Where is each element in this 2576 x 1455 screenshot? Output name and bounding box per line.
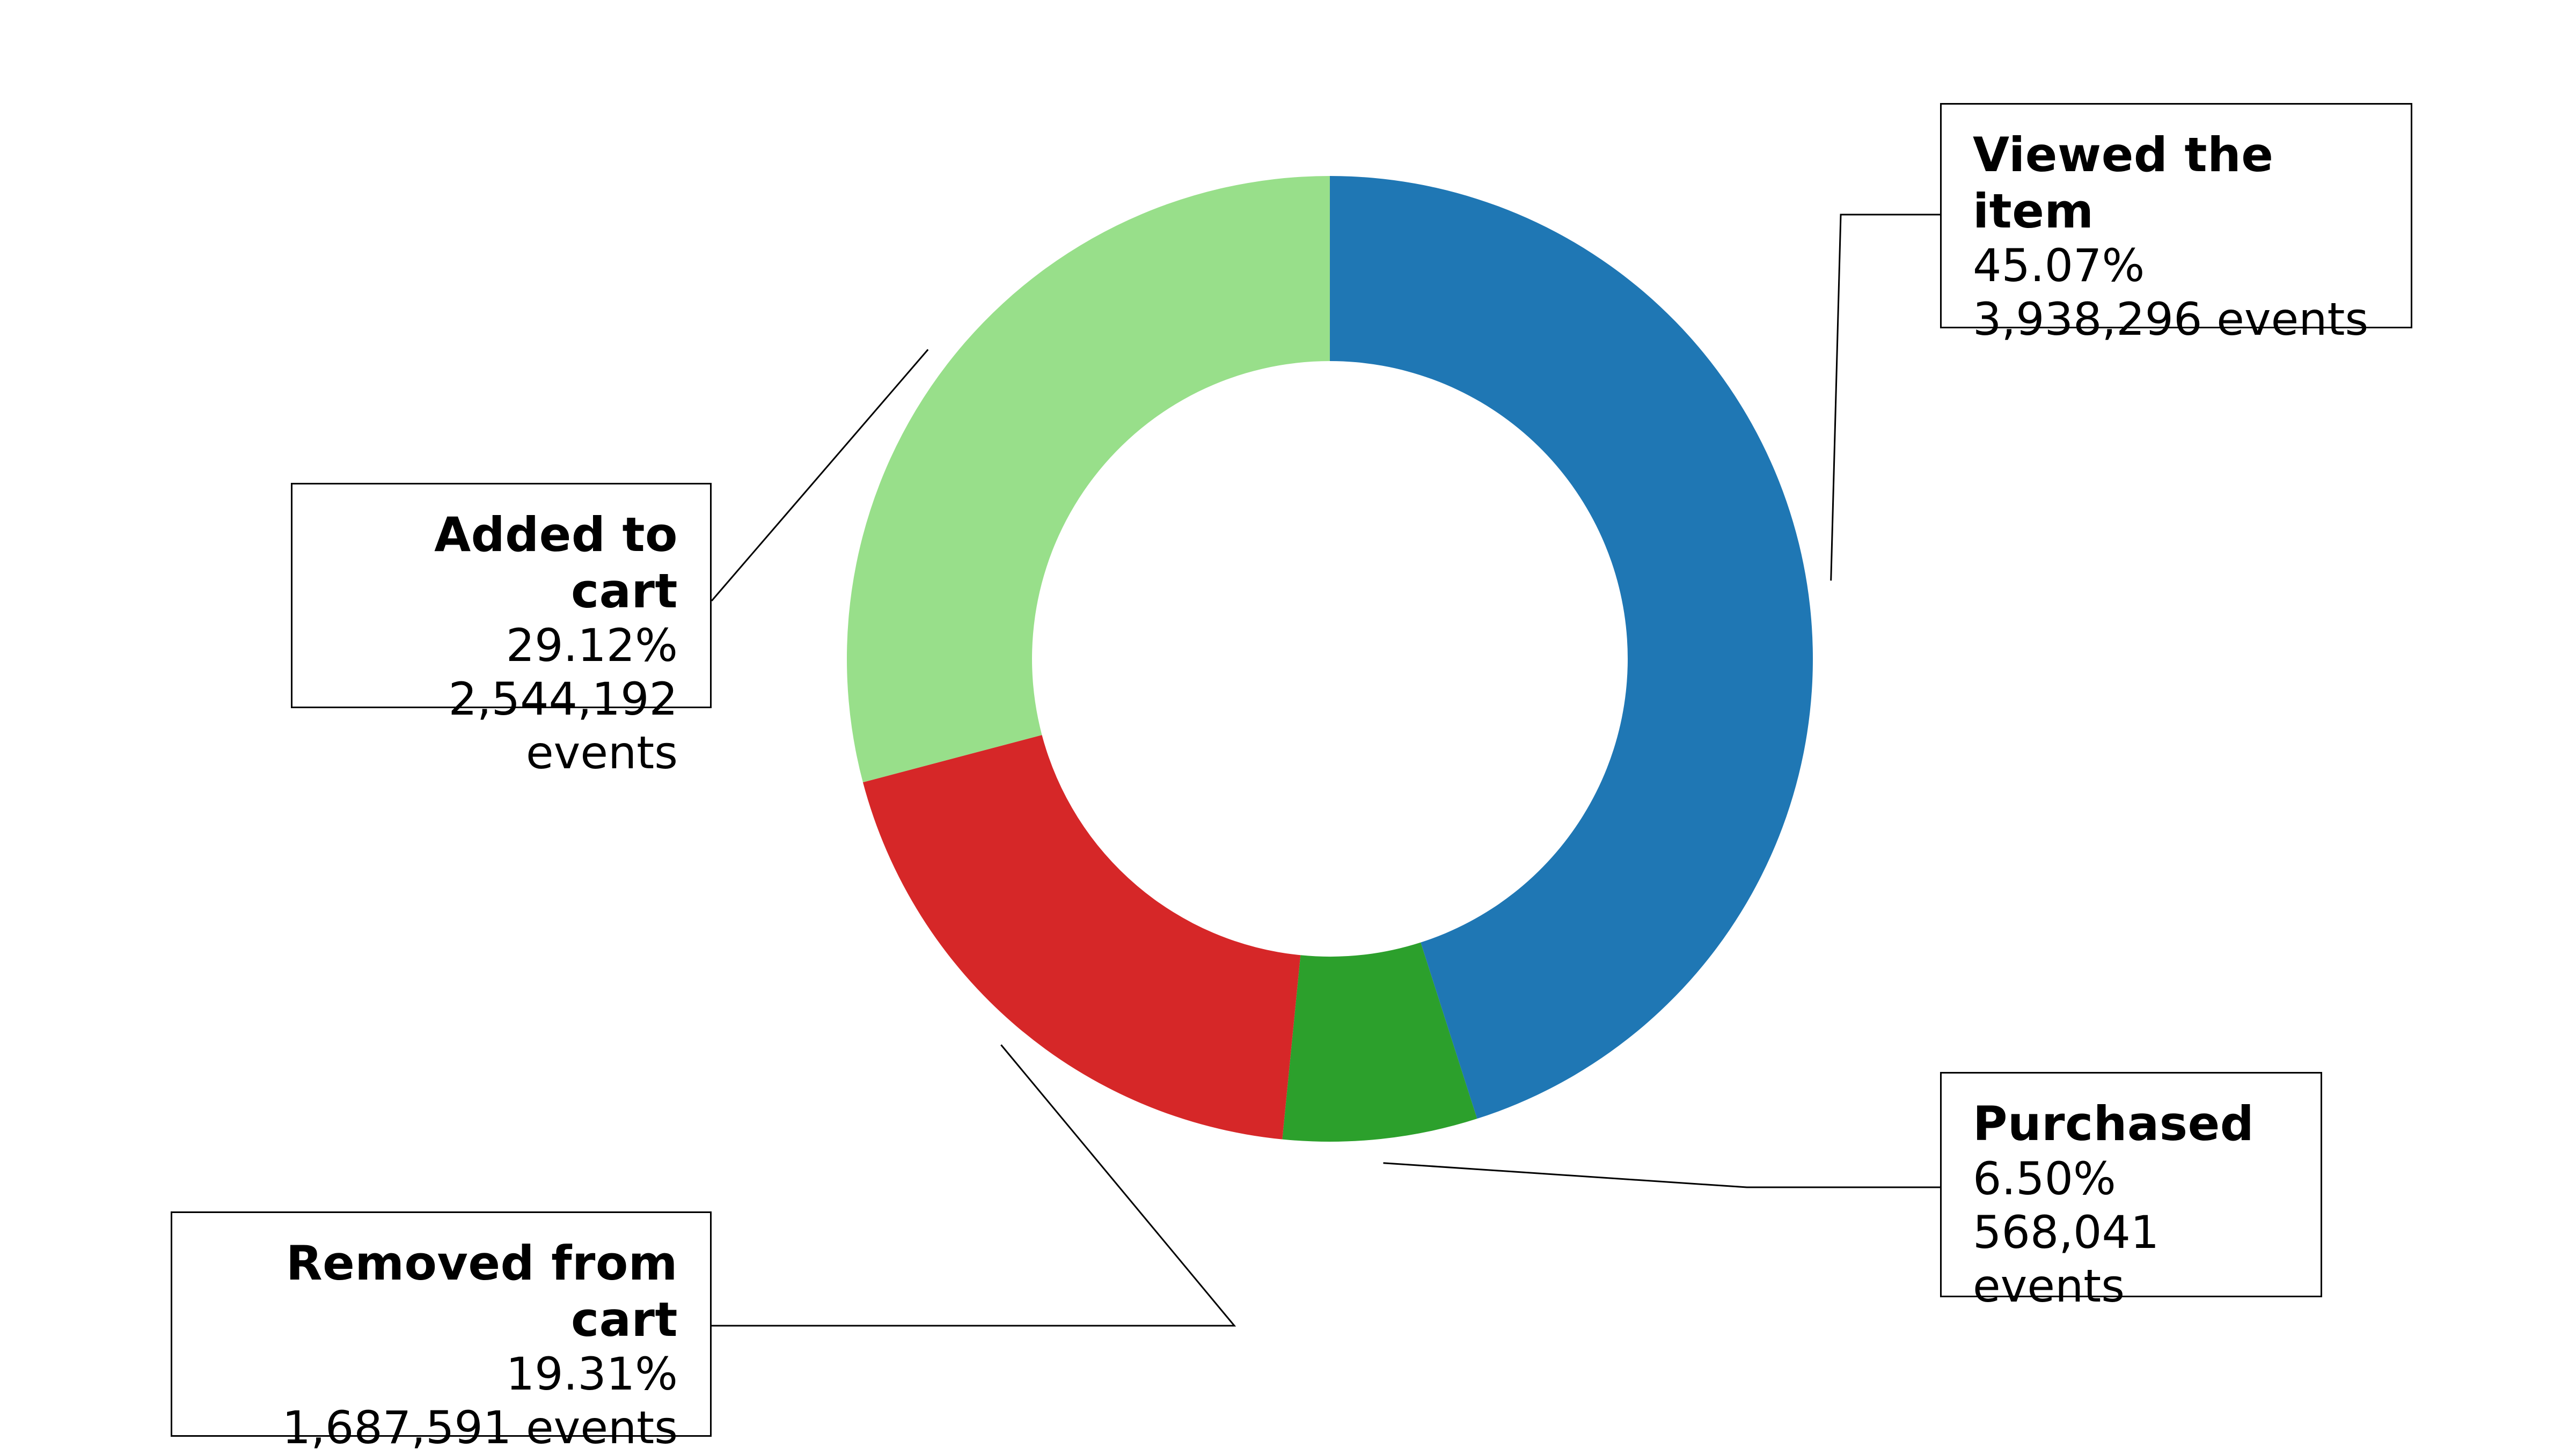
slice-purchased: [1282, 942, 1477, 1142]
callout-added: Added to cart 29.12% 2,544,192 events: [291, 483, 712, 779]
slice-percent-viewed: 45.07%: [1973, 239, 2145, 292]
slice-events-removed: 1,687,591 events: [282, 1401, 678, 1454]
callout-removed: Removed from cart 19.31% 1,687,591 event…: [171, 1211, 712, 1454]
callout-purchased: Purchased 6.50% 568,041 events: [1940, 1072, 2322, 1312]
slice-label-viewed: Viewed the item: [1973, 127, 2274, 239]
slices-layer: [847, 176, 1813, 1142]
slice-label-purchased: Purchased: [1973, 1096, 2255, 1151]
slice-percent-added: 29.12%: [506, 619, 678, 672]
slice-label-added: Added to cart: [434, 507, 678, 619]
slice-events-added: 2,544,192 events: [448, 673, 678, 780]
slice-added: [847, 176, 1330, 783]
slice-percent-purchased: 6.50%: [1973, 1152, 2116, 1205]
slice-viewed: [1330, 176, 1813, 1119]
leader-line-added: [711, 349, 929, 601]
callout-viewed: Viewed the item 45.07% 3,938,296 events: [1940, 103, 2412, 346]
leaders-layer: [711, 214, 1940, 1327]
slice-percent-removed: 19.31%: [506, 1348, 678, 1401]
leader-line-purchased: [1383, 1162, 1940, 1188]
slice-events-viewed: 3,938,296 events: [1973, 293, 2369, 346]
leader-line-removed: [712, 1044, 1236, 1327]
slice-events-purchased: 568,041 events: [1973, 1206, 2160, 1312]
slice-removed: [862, 734, 1301, 1140]
slice-label-removed: Removed from cart: [286, 1236, 678, 1347]
leader-line-viewed: [1830, 214, 1940, 581]
